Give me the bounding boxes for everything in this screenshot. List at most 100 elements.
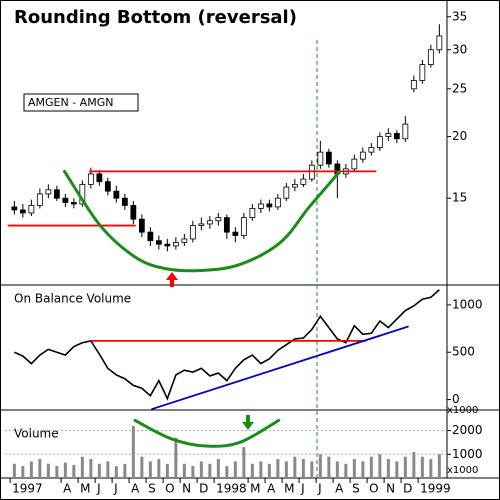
candle-body (130, 205, 137, 220)
candle-body (87, 173, 94, 185)
candle-body (172, 242, 179, 247)
candle-body (257, 203, 264, 209)
volume-bar (216, 459, 220, 478)
candle-body (419, 64, 426, 81)
candle-body (402, 123, 409, 140)
volume-bar (437, 454, 441, 478)
x-tick-label: M (250, 482, 260, 496)
x-tick-label: J (113, 482, 118, 496)
volume-bar (242, 447, 246, 478)
volume-bar (165, 463, 169, 478)
volume-bar (12, 463, 16, 478)
candle-body (223, 217, 230, 233)
obv-line (14, 289, 440, 401)
candle-body (427, 49, 434, 65)
x-tick-label: J (317, 482, 322, 496)
candle-body (189, 225, 196, 240)
volume-bar (301, 459, 305, 478)
volume-bar (335, 461, 339, 478)
candle-body (215, 217, 222, 222)
candle-body (436, 35, 443, 51)
volume-bar (106, 461, 110, 478)
volume-bar (131, 425, 135, 478)
volume-bar (259, 461, 263, 478)
x-tick-label: N (182, 482, 191, 496)
candle-body (359, 151, 366, 160)
annotation-line (151, 325, 409, 410)
candle-body (19, 209, 26, 214)
volume-bar (276, 459, 280, 478)
candle-body (232, 231, 239, 236)
candle-body (11, 206, 18, 211)
y-tick-label: 0 (452, 392, 460, 406)
volume-bar (123, 463, 127, 478)
x-tick-label: M (284, 482, 294, 496)
candle-body (147, 231, 154, 242)
panel-title: Volume (14, 427, 59, 441)
x-tick-label: 1998 (216, 482, 247, 496)
candle-body (249, 208, 256, 218)
green-arrow (242, 415, 254, 430)
volume-bar (191, 466, 195, 478)
x-tick-label: A (131, 482, 140, 496)
volume-bar (233, 461, 237, 478)
volume-bar (114, 466, 118, 478)
candle-body (62, 197, 69, 203)
volume-bar (369, 456, 373, 478)
candle-body (376, 136, 383, 148)
annotation-line (133, 418, 281, 448)
volume-bar (284, 461, 288, 478)
candle-body (300, 178, 307, 185)
symbol-box (23, 93, 139, 112)
volume-bar (38, 459, 42, 478)
x-tick-label: D (199, 482, 208, 496)
candle-body (53, 189, 60, 199)
volume-bar (318, 454, 322, 478)
candle-body (113, 190, 120, 199)
candle-body (410, 80, 417, 90)
candle-body (155, 240, 162, 245)
y-tick-label: 1000 (452, 447, 483, 461)
volume-bar (63, 462, 67, 478)
volume-bar (89, 459, 93, 478)
volume-bar (352, 459, 356, 478)
candle-body (70, 202, 77, 205)
candle-body (198, 223, 205, 226)
volume-bar (361, 461, 365, 478)
panel-title: On Balance Volume (14, 292, 131, 306)
x-tick-label: 1999 (420, 482, 451, 496)
volume-bar (267, 463, 271, 478)
volume-bar (55, 466, 59, 478)
annotation-line (63, 169, 342, 273)
volume-bar (148, 461, 152, 478)
candle-body (36, 193, 43, 206)
y-tick-label: 20 (452, 129, 467, 143)
volume-bar (386, 459, 390, 478)
x-tick-label: J (300, 482, 305, 496)
candle-body (104, 181, 111, 192)
x-tick-label: O (165, 482, 174, 496)
red-arrow (166, 272, 178, 287)
y-tick-label: 1000 (452, 297, 483, 311)
volume-bar (208, 463, 212, 478)
volume-bar (80, 456, 84, 478)
x-tick-label: S (352, 482, 360, 496)
x-tick-label: M (80, 482, 90, 496)
x-tick-label: A (63, 482, 72, 496)
y-tick-label: 35 (452, 9, 467, 23)
volume-bar (157, 459, 161, 478)
x-tick-label: N (386, 482, 395, 496)
symbol-label: AMGEN - AMGN (28, 96, 113, 109)
chart-title: Rounding Bottom (reversal) (14, 7, 297, 28)
volume-bar (21, 466, 25, 478)
volume-bar (199, 461, 203, 478)
x-tick-label: D (403, 482, 412, 496)
candle-body (181, 238, 188, 243)
candle-body (393, 133, 400, 140)
y-tick-label: 2000 (452, 423, 483, 437)
x-tick-label: A (267, 482, 276, 496)
candle-body (317, 151, 324, 166)
candle-body (283, 186, 290, 199)
candle-body (325, 151, 332, 165)
